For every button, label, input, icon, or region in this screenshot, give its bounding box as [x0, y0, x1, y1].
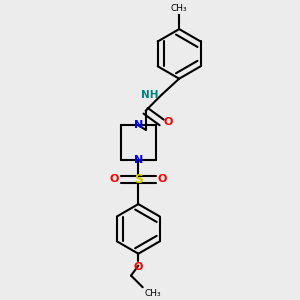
- Text: O: O: [164, 117, 173, 128]
- Text: O: O: [158, 174, 167, 184]
- Text: N: N: [134, 155, 143, 165]
- Text: CH₃: CH₃: [144, 289, 161, 298]
- Text: N: N: [134, 120, 143, 130]
- Text: O: O: [134, 262, 143, 272]
- Text: S: S: [134, 173, 143, 186]
- Text: NH: NH: [141, 90, 159, 100]
- Text: O: O: [110, 174, 119, 184]
- Text: CH₃: CH₃: [171, 4, 188, 13]
